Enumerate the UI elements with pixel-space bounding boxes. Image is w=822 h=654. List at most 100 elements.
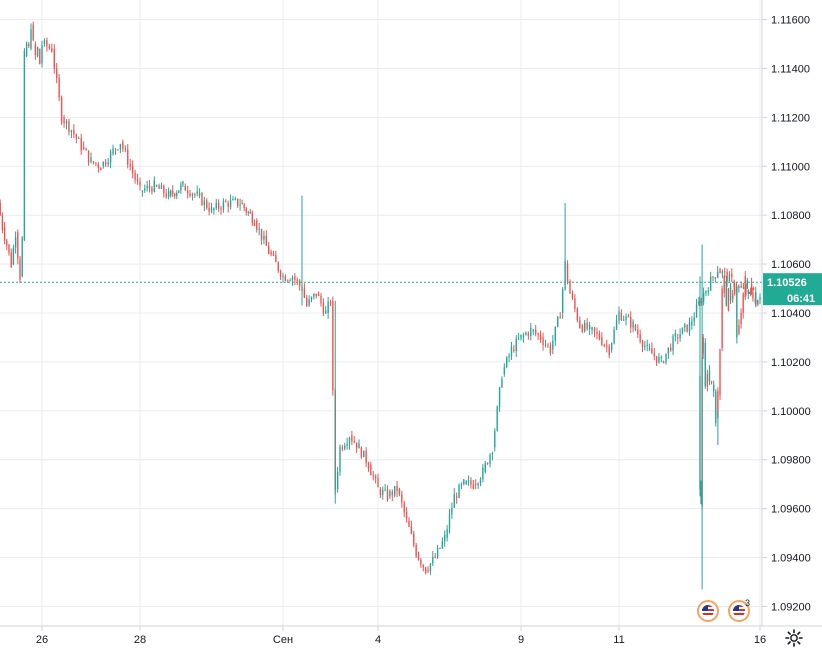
candle-body	[291, 277, 294, 281]
candle-body	[436, 548, 439, 558]
candle-body	[729, 285, 732, 301]
candle-body	[463, 479, 465, 485]
candle-body	[73, 129, 75, 135]
candles	[0, 21, 761, 575]
candle-body	[566, 264, 569, 282]
candle-body	[439, 547, 441, 549]
candle-body	[60, 97, 63, 123]
candle-body	[755, 292, 757, 306]
candle-body	[165, 193, 167, 197]
candle-body	[46, 40, 48, 47]
candle-body	[25, 43, 28, 57]
y-tick-label: 1.09400	[771, 553, 811, 565]
candle-body	[146, 185, 148, 189]
candle-body	[282, 275, 284, 278]
candle-body	[353, 441, 355, 443]
candle-body	[237, 198, 239, 206]
candle-body	[263, 235, 265, 240]
candle-body	[634, 325, 637, 330]
candle-body	[510, 346, 513, 356]
x-tick-label: 4	[375, 634, 381, 646]
candle-body	[714, 277, 717, 279]
candle-body	[596, 331, 598, 334]
candle-body	[508, 355, 510, 358]
candle-body	[408, 520, 410, 527]
candle-body	[158, 185, 160, 189]
candle-body	[313, 293, 315, 298]
candle-body	[39, 48, 41, 65]
candle-body	[479, 479, 482, 484]
candle-body	[119, 143, 122, 150]
candle-body	[131, 166, 134, 173]
candle-body	[455, 496, 458, 498]
y-tick-label: 1.10200	[771, 357, 811, 369]
candle-body	[32, 24, 34, 40]
y-tick-label: 1.11200	[771, 112, 810, 124]
candle-body	[296, 279, 298, 281]
y-tick-label: 1.11000	[771, 161, 810, 173]
candle-body	[189, 193, 191, 196]
candle-body	[398, 489, 401, 495]
candle-body	[759, 297, 761, 300]
candle-body	[56, 68, 58, 78]
candle-body	[8, 244, 10, 253]
candle-body	[114, 148, 117, 150]
candle-body	[750, 283, 753, 294]
candle-body	[241, 202, 243, 205]
candle-body	[448, 514, 451, 530]
x-tick-label: 11	[613, 634, 624, 646]
chart-grid	[0, 0, 762, 626]
candle-body	[379, 489, 382, 495]
candle-body	[648, 348, 651, 350]
candle-body	[78, 138, 80, 140]
candle-body	[593, 327, 596, 332]
candle-body	[581, 325, 583, 332]
candle-body	[544, 344, 547, 346]
candle-body	[520, 334, 522, 339]
candle-body	[48, 46, 51, 49]
candle-body	[374, 476, 377, 479]
y-tick-label: 1.10600	[771, 259, 811, 271]
candle-body	[100, 168, 102, 171]
settings-gear-icon[interactable]	[784, 628, 804, 648]
candle-body	[153, 180, 155, 192]
candle-body	[315, 293, 317, 296]
candle-body	[734, 288, 736, 294]
candle-body	[712, 384, 715, 392]
candle-body	[260, 228, 263, 240]
candle-body	[646, 344, 648, 346]
candle-body	[525, 333, 527, 335]
candle-body	[141, 190, 144, 192]
candle-body	[43, 40, 46, 45]
x-axis-ticks: 26 28 Сен 4 9 11 16	[36, 626, 766, 646]
candle-body	[584, 322, 586, 332]
candle-body	[644, 345, 646, 347]
candle-body	[289, 280, 291, 282]
candle-body	[401, 494, 403, 503]
candle-body	[341, 447, 344, 449]
candle-body	[194, 194, 196, 196]
candle-body	[704, 342, 706, 387]
candle-body	[432, 556, 434, 564]
candle-body	[693, 317, 695, 322]
candle-body	[19, 258, 21, 280]
candle-body	[68, 120, 70, 132]
candle-body	[742, 287, 745, 289]
y-tick-label: 1.10400	[771, 308, 811, 320]
candle-body	[405, 512, 408, 519]
candle-body	[613, 329, 615, 344]
candle-body	[700, 486, 702, 504]
candle-body	[672, 336, 674, 351]
candle-body	[728, 273, 731, 282]
candle-body	[396, 485, 398, 492]
candle-body	[620, 313, 623, 321]
candle-body	[601, 337, 603, 345]
candle-body	[87, 150, 90, 163]
candle-body	[700, 301, 702, 303]
event-flag-group-icon[interactable]	[728, 600, 750, 622]
candle-body	[738, 325, 740, 334]
candle-body	[740, 285, 742, 288]
event-flag-icon[interactable]	[697, 600, 719, 622]
candle-body	[155, 185, 158, 187]
